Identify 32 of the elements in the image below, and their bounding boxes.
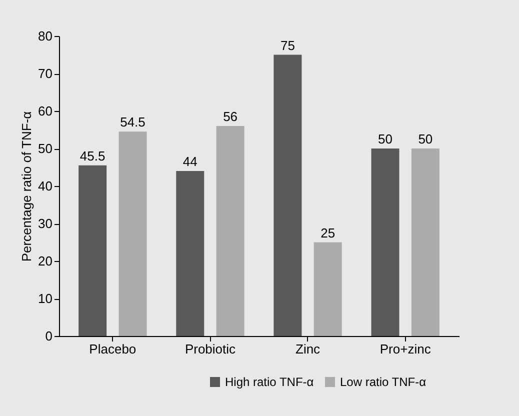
data-label: 54.5 xyxy=(120,114,146,130)
y-tick-label: 0 xyxy=(45,328,52,344)
y-tick-label: 60 xyxy=(38,104,52,118)
x-tick-label: Placebo xyxy=(89,342,136,356)
bar xyxy=(274,54,302,336)
bar xyxy=(176,171,204,336)
legend-label: Low ratio TNF-α xyxy=(340,375,426,389)
y-tick-label: 80 xyxy=(38,28,52,44)
x-tick-label: Probiotic xyxy=(184,342,236,356)
y-tick-label: 40 xyxy=(38,178,52,194)
data-label: 75 xyxy=(280,38,295,53)
data-label: 50 xyxy=(378,132,392,146)
legend-label: High ratio TNF-α xyxy=(225,375,314,389)
x-tick-label: Zinc xyxy=(296,342,321,356)
bar xyxy=(216,126,244,336)
data-label: 45.5 xyxy=(80,148,106,164)
data-label: 44 xyxy=(182,154,198,169)
data-label: 50 xyxy=(418,132,433,146)
y-tick-label: 20 xyxy=(38,254,52,268)
y-tick-label: 50 xyxy=(38,141,52,156)
data-label: 56 xyxy=(223,109,238,124)
data-label: 25 xyxy=(320,225,336,240)
y-tick-label: 30 xyxy=(38,216,52,231)
bar xyxy=(371,148,400,336)
x-tick-label: Pro+zinc xyxy=(380,342,432,356)
bar xyxy=(78,165,107,336)
y-tick-label: 10 xyxy=(38,291,52,306)
bar xyxy=(118,132,147,336)
bar xyxy=(411,148,440,336)
y-tick-label: 70 xyxy=(38,66,52,81)
y-axis-title: Percentage ratio of TNF-α xyxy=(19,110,34,262)
bar xyxy=(314,242,342,336)
